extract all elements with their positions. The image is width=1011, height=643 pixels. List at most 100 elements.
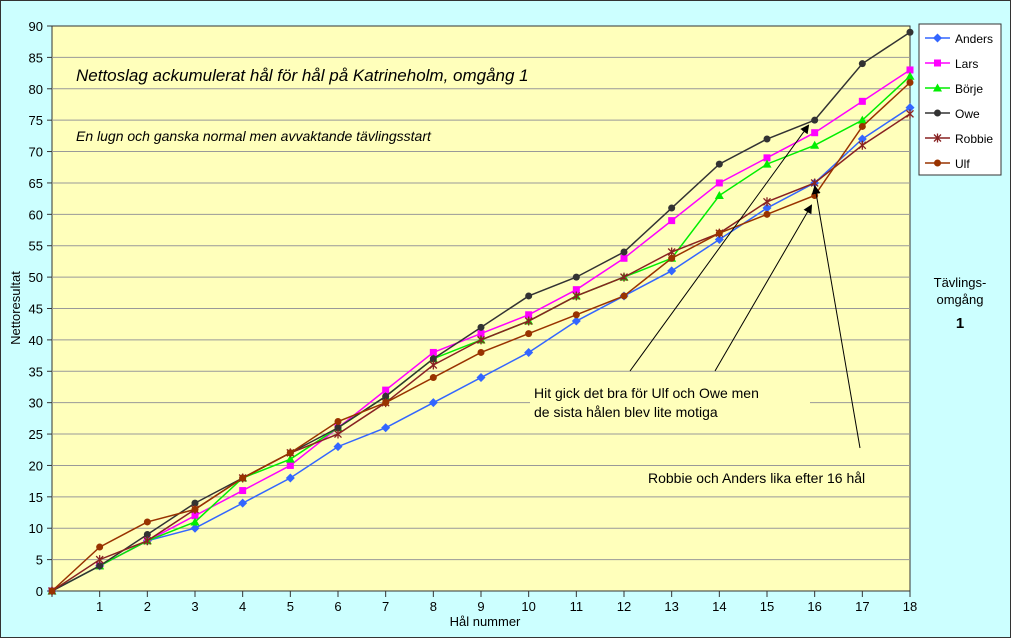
data-point-robbie	[477, 335, 485, 345]
data-point-ulf	[477, 348, 485, 356]
legend-label-anders: Anders	[955, 32, 993, 46]
data-point-ulf	[48, 587, 56, 595]
y-tick-label: 25	[29, 427, 43, 442]
legend-box	[918, 23, 1002, 176]
y-tick-label: 0	[36, 584, 43, 599]
arrow-ulf	[714, 204, 813, 372]
data-point-robbie	[429, 360, 438, 370]
y-tick-label: 80	[29, 82, 43, 97]
data-point-owe	[572, 273, 580, 281]
data-point-anders	[285, 473, 295, 483]
data-point-ulf	[572, 311, 580, 319]
legend-item-anders: Anders	[925, 32, 993, 46]
legend-item-lars: Lars	[925, 57, 978, 71]
data-point-robbie	[620, 272, 628, 282]
arrow-robbie-anders	[811, 185, 861, 449]
legend-marker-lars	[934, 59, 941, 67]
data-point-ulf	[334, 418, 342, 425]
x-tick-label: 18	[903, 599, 917, 614]
y-tick-label: 30	[29, 396, 43, 411]
x-tick-label: 7	[382, 599, 389, 614]
legend-marker-robbie	[933, 133, 942, 143]
data-point-robbie	[858, 140, 867, 150]
legend-label-ulf: Ulf	[955, 157, 970, 171]
data-point-lars	[811, 129, 819, 137]
data-point-lars	[858, 97, 866, 105]
x-tick-label: 15	[760, 599, 774, 614]
data-point-owe	[429, 355, 437, 363]
y-tick-label: 55	[29, 239, 43, 254]
data-point-owe	[96, 562, 104, 570]
side-label-line2: omgång	[937, 292, 984, 307]
data-point-ulf	[620, 292, 628, 300]
data-point-owe	[858, 60, 866, 68]
data-point-anders	[524, 347, 534, 357]
y-tick-label: 65	[29, 176, 43, 191]
x-tick-label: 6	[334, 599, 341, 614]
data-point-anders	[905, 103, 915, 113]
data-point-owe	[715, 160, 723, 168]
y-tick-label: 15	[29, 490, 43, 505]
data-point-owe	[382, 392, 390, 400]
data-point-lars	[286, 461, 294, 469]
data-point-robbie	[524, 316, 533, 326]
data-point-b-rje	[810, 140, 820, 149]
note-box-1	[530, 381, 810, 423]
data-point-ulf	[286, 449, 294, 457]
note1-line1: Hit gick det bra för Ulf och Owe men	[534, 385, 759, 401]
data-point-ulf	[763, 210, 771, 218]
data-point-owe	[191, 499, 199, 507]
chart-subtitle: En lugn och ganska normal men avvaktande…	[76, 128, 432, 144]
data-point-anders	[476, 373, 486, 383]
data-point-ulf	[668, 254, 676, 262]
data-point-robbie	[143, 536, 152, 546]
x-tick-label: 9	[477, 599, 484, 614]
x-tick-label: 4	[239, 599, 246, 614]
legend-label-owe: Owe	[955, 107, 980, 121]
x-tick-label: 13	[664, 599, 678, 614]
data-point-lars	[620, 254, 628, 262]
note-box-2	[645, 466, 900, 488]
legend-marker-b-rje	[933, 83, 942, 92]
data-point-owe	[620, 248, 628, 256]
legend-marker-owe	[934, 109, 941, 117]
y-tick-label: 60	[29, 207, 43, 222]
x-tick-label: 16	[807, 599, 821, 614]
data-point-anders	[428, 398, 438, 408]
arrow-owe	[629, 124, 810, 372]
annotation-arrows	[629, 124, 861, 449]
y-tick-label: 45	[29, 302, 43, 317]
y-tick-label: 90	[29, 19, 43, 34]
chart-title: Nettoslag ackumulerat hål för hål på Kat…	[76, 66, 529, 85]
x-tick-label: 10	[521, 599, 535, 614]
x-tick-label: 11	[570, 599, 584, 614]
data-point-anders	[857, 134, 867, 144]
data-point-ulf	[429, 374, 437, 382]
legend-label-b-rje: Börje	[955, 82, 983, 96]
legend-item-b-rje: Börje	[925, 82, 983, 96]
data-point-ulf	[191, 505, 199, 513]
data-point-robbie	[95, 555, 104, 565]
series-lines	[47, 28, 915, 596]
x-tick-label: 5	[287, 599, 294, 614]
data-point-owe	[334, 424, 342, 432]
data-point-ulf	[382, 399, 390, 407]
legend-marker-ulf	[934, 159, 941, 167]
data-point-b-rje	[762, 159, 772, 168]
data-point-b-rje	[857, 115, 867, 124]
x-tick-label: 3	[191, 599, 198, 614]
data-point-anders	[190, 523, 200, 533]
data-point-lars	[715, 179, 723, 187]
data-point-robbie	[334, 429, 342, 439]
x-tick-label: 14	[712, 599, 726, 614]
side-label-line1: Tävlings-	[934, 275, 987, 290]
x-tick-label: 2	[144, 599, 151, 614]
data-point-anders	[762, 203, 772, 213]
data-point-ulf	[525, 330, 533, 338]
x-tick-label: 1	[96, 599, 103, 614]
data-point-anders	[667, 266, 677, 276]
y-tick-label: 5	[36, 553, 43, 568]
data-point-owe	[477, 323, 485, 331]
